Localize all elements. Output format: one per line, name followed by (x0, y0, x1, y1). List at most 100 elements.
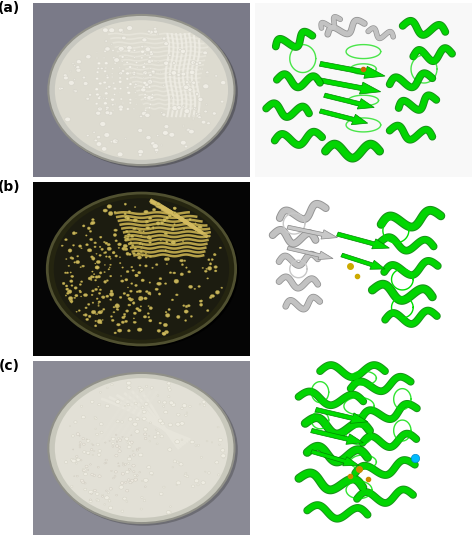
Ellipse shape (79, 284, 82, 285)
Ellipse shape (114, 476, 116, 477)
Ellipse shape (71, 485, 73, 487)
Ellipse shape (113, 94, 116, 95)
Ellipse shape (126, 271, 129, 273)
Ellipse shape (81, 247, 82, 249)
Ellipse shape (96, 433, 99, 435)
Ellipse shape (109, 441, 110, 442)
Ellipse shape (91, 294, 93, 296)
Ellipse shape (160, 435, 164, 438)
Ellipse shape (98, 303, 99, 305)
Ellipse shape (79, 444, 81, 446)
Ellipse shape (105, 67, 107, 69)
Ellipse shape (82, 265, 84, 267)
Ellipse shape (91, 279, 92, 281)
Ellipse shape (159, 492, 163, 495)
Ellipse shape (204, 110, 207, 113)
Ellipse shape (120, 98, 122, 100)
Ellipse shape (118, 463, 119, 464)
Ellipse shape (96, 314, 98, 315)
Ellipse shape (89, 230, 92, 232)
Ellipse shape (207, 309, 209, 312)
Ellipse shape (150, 68, 152, 69)
Ellipse shape (111, 319, 114, 322)
Ellipse shape (147, 96, 152, 100)
Ellipse shape (137, 449, 138, 450)
Ellipse shape (114, 62, 116, 64)
Ellipse shape (86, 439, 90, 442)
Ellipse shape (184, 260, 186, 261)
FancyArrow shape (287, 246, 333, 259)
Ellipse shape (72, 275, 74, 277)
Ellipse shape (67, 290, 72, 293)
Ellipse shape (208, 266, 212, 270)
Ellipse shape (163, 131, 168, 135)
Ellipse shape (118, 437, 120, 439)
Ellipse shape (87, 227, 91, 230)
Ellipse shape (186, 267, 187, 268)
Ellipse shape (88, 470, 89, 471)
Ellipse shape (167, 387, 171, 390)
Ellipse shape (151, 141, 155, 145)
Ellipse shape (94, 279, 97, 281)
Ellipse shape (76, 311, 77, 312)
Ellipse shape (96, 260, 100, 264)
Ellipse shape (119, 72, 123, 75)
Ellipse shape (105, 496, 109, 500)
Text: (c): (c) (0, 359, 20, 373)
Ellipse shape (99, 96, 101, 97)
Ellipse shape (172, 105, 178, 110)
Ellipse shape (120, 50, 122, 52)
Ellipse shape (134, 56, 136, 58)
Ellipse shape (170, 506, 171, 507)
Ellipse shape (128, 468, 130, 470)
Ellipse shape (201, 481, 205, 484)
Ellipse shape (107, 247, 111, 251)
Ellipse shape (118, 446, 120, 448)
Ellipse shape (149, 255, 152, 258)
Ellipse shape (81, 415, 85, 419)
Ellipse shape (155, 429, 157, 430)
Ellipse shape (151, 60, 154, 62)
Ellipse shape (79, 291, 82, 293)
Ellipse shape (126, 501, 128, 502)
Ellipse shape (219, 247, 221, 249)
Ellipse shape (121, 510, 124, 512)
Ellipse shape (135, 61, 138, 63)
Ellipse shape (195, 93, 199, 96)
Ellipse shape (123, 315, 126, 317)
Ellipse shape (105, 256, 108, 257)
Ellipse shape (180, 273, 183, 275)
Ellipse shape (148, 292, 151, 295)
Ellipse shape (142, 86, 145, 88)
Ellipse shape (129, 481, 132, 484)
Ellipse shape (111, 44, 112, 45)
Ellipse shape (173, 212, 176, 214)
Ellipse shape (85, 307, 87, 309)
Ellipse shape (152, 208, 156, 211)
Ellipse shape (89, 500, 92, 502)
Ellipse shape (177, 106, 181, 109)
Ellipse shape (80, 266, 82, 268)
Ellipse shape (100, 272, 102, 274)
Ellipse shape (173, 207, 176, 209)
Ellipse shape (109, 299, 112, 301)
Ellipse shape (184, 109, 190, 114)
Ellipse shape (114, 211, 116, 213)
Ellipse shape (133, 422, 137, 426)
Ellipse shape (81, 405, 82, 407)
Ellipse shape (148, 86, 151, 88)
Ellipse shape (136, 291, 138, 293)
Ellipse shape (113, 87, 117, 90)
FancyArrow shape (319, 61, 385, 79)
Ellipse shape (64, 238, 67, 241)
Ellipse shape (55, 20, 228, 160)
Ellipse shape (145, 221, 148, 223)
Ellipse shape (193, 108, 196, 109)
Ellipse shape (101, 296, 105, 299)
Ellipse shape (134, 207, 136, 208)
Ellipse shape (129, 290, 132, 292)
Ellipse shape (148, 316, 150, 318)
Ellipse shape (134, 83, 137, 86)
Ellipse shape (189, 406, 191, 407)
Ellipse shape (79, 442, 81, 443)
